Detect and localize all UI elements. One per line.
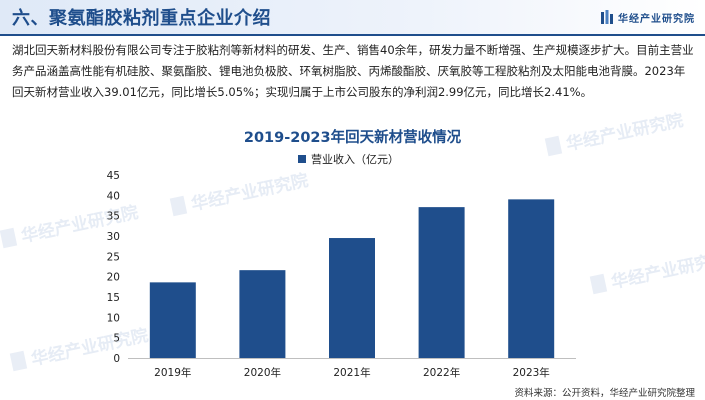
x-tick-label: 2023年 bbox=[513, 366, 550, 379]
y-tick-label: 5 bbox=[113, 333, 120, 345]
bar bbox=[329, 238, 375, 358]
source-note: 资料来源：公开资料，华经产业研究院整理 bbox=[514, 388, 695, 399]
bar bbox=[418, 207, 465, 358]
y-tick-label: 40 bbox=[107, 190, 120, 202]
bar bbox=[239, 270, 286, 358]
legend-swatch bbox=[298, 155, 306, 163]
brand-logo-icon bbox=[601, 10, 613, 24]
y-tick-label: 0 bbox=[113, 353, 120, 365]
chart-title: 2019-2023年回天新材营收情况 bbox=[243, 130, 462, 146]
page-title: 六、聚氨酯胶粘剂重点企业介绍 bbox=[12, 8, 271, 29]
y-tick-label: 10 bbox=[107, 312, 120, 324]
x-tick-label: 2020年 bbox=[244, 366, 281, 379]
y-tick-label: 35 bbox=[107, 211, 120, 223]
y-tick-label: 25 bbox=[107, 251, 120, 263]
bar bbox=[149, 282, 196, 358]
intro-paragraph: 湖北回天新材料股份有限公司专注于胶粘剂等新材料的研发、生产、销售40余年，研发力… bbox=[12, 43, 694, 99]
legend-label: 营业收入（亿元） bbox=[311, 152, 399, 166]
header-divider bbox=[0, 34, 705, 36]
x-tick-label: 2022年 bbox=[423, 366, 460, 379]
brand-logo-text: 华经产业研究院 bbox=[618, 13, 695, 25]
bar bbox=[508, 199, 555, 358]
y-tick-label: 15 bbox=[107, 292, 120, 304]
x-tick-label: 2021年 bbox=[333, 366, 370, 379]
header-band bbox=[0, 0, 705, 34]
header-logo: 华经产业研究院 bbox=[601, 9, 695, 25]
y-tick-label: 30 bbox=[107, 231, 120, 243]
y-tick-label: 20 bbox=[107, 272, 120, 284]
y-tick-label: 45 bbox=[107, 170, 120, 182]
x-tick-label: 2019年 bbox=[154, 366, 191, 379]
